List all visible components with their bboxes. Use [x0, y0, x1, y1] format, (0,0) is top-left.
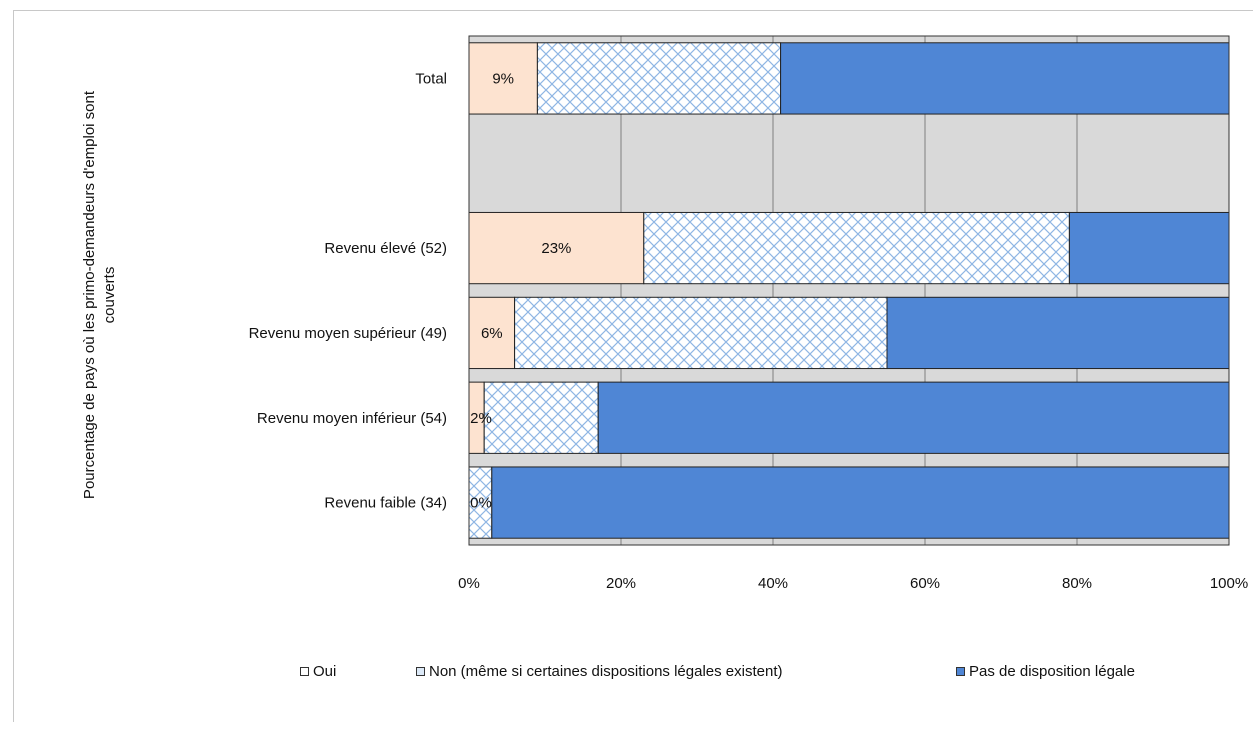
bar-0-0	[468, 42, 538, 115]
x-tick-label-1: 20%	[606, 575, 636, 592]
x-tick-label-0: 0%	[458, 575, 480, 592]
data-label-4: 2%	[470, 410, 492, 427]
legend-label-pas-de-disposition: Pas de disposition légale	[969, 663, 1135, 680]
chart-frame	[13, 10, 1253, 722]
category-label-5: Revenu faible (34)	[324, 495, 447, 512]
stacked-bar-chart: Total 9% Revenu élevé (52) 23% Revenu moyen …	[249, 35, 1248, 592]
plot-border	[468, 35, 1230, 546]
bar-1-3	[514, 296, 888, 370]
x-tick-label-5: 100%	[1210, 575, 1248, 592]
legend-item-pas-de-disposition: Pas de disposition légale	[956, 663, 1135, 680]
bar-2-5	[491, 466, 1230, 539]
category-label-3: Revenu moyen supérieur (49)	[249, 325, 447, 342]
legend-label-non: Non (même si certaines dispositions léga…	[429, 663, 783, 680]
bar-2-3	[886, 296, 1230, 370]
category-label-4: Revenu moyen inférieur (54)	[257, 410, 447, 427]
bar-1-4	[483, 381, 599, 454]
bar-2-2	[1068, 211, 1230, 285]
x-tick-label-2: 40%	[758, 575, 788, 592]
data-label-3: 6%	[481, 325, 503, 342]
y-axis-label: Pourcentage de pays où les primo-demande…	[81, 90, 118, 500]
legend-swatch-oui	[300, 667, 309, 676]
data-label-5: 0%	[470, 495, 492, 512]
legend-swatch-non	[416, 667, 425, 676]
category-label-0: Total	[415, 70, 447, 87]
x-tick-label-3: 60%	[910, 575, 940, 592]
legend-item-non: Non (même si certaines dispositions léga…	[416, 663, 783, 680]
legend-item-oui: Oui	[300, 663, 336, 680]
category-label-2: Revenu élevé (52)	[324, 240, 447, 257]
data-label-0: 9%	[492, 70, 514, 87]
plot-area	[469, 36, 1229, 545]
legend-label-oui: Oui	[313, 663, 337, 680]
x-tick-label-4: 80%	[1062, 575, 1092, 592]
data-label-2: 23%	[541, 240, 571, 257]
legend-swatch-pas-de-disposition	[956, 667, 965, 676]
bar-1-2	[643, 211, 1070, 285]
bar-1-0	[536, 42, 782, 115]
bar-2-0	[780, 42, 1230, 115]
bar-2-4	[597, 381, 1230, 454]
